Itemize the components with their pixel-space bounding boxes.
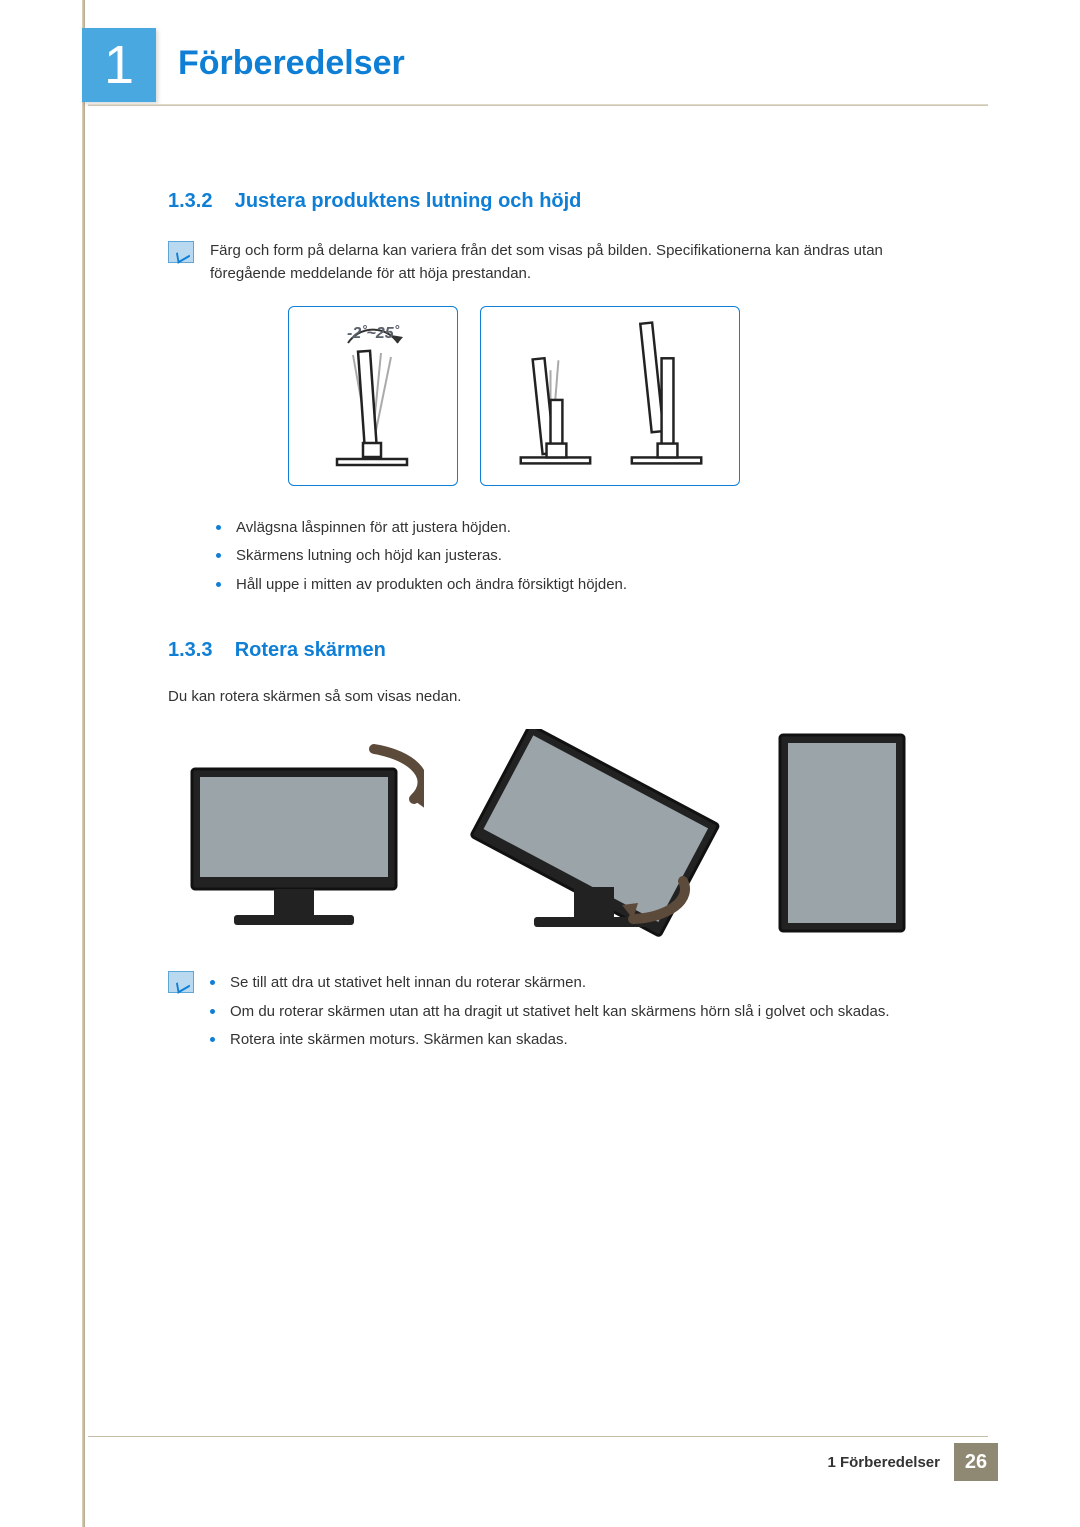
chapter-title: Förberedelser — [178, 44, 405, 83]
list-item: Skärmens lutning och höjd kan justeras. — [216, 542, 958, 571]
list-item: Avlägsna låspinnen för att justera höjde… — [216, 514, 958, 543]
note-132: Färg och form på delarna kan variera frå… — [168, 239, 958, 286]
rotate-step-3 — [762, 729, 922, 939]
note-text: Färg och form på delarna kan variera frå… — [210, 239, 958, 286]
tilt-illustration — [303, 325, 443, 475]
section-number: 1.3.2 — [168, 190, 212, 212]
section-133-list: Se till att dra ut stativet helt innan d… — [210, 969, 890, 1055]
rotate-diagram-row — [168, 729, 958, 939]
section-132-list: Avlägsna låspinnen för att justera höjde… — [216, 514, 958, 600]
note-icon — [168, 241, 194, 263]
page-content: 1.3.2 Justera produktens lutning och höj… — [168, 190, 958, 1095]
footer-chapter-label: 1 Förberedelser — [827, 1454, 954, 1471]
note-133: Se till att dra ut stativet helt innan d… — [168, 969, 958, 1095]
left-margin-rule — [82, 0, 85, 1527]
height-diagram — [480, 306, 740, 486]
chapter-underline — [88, 104, 988, 106]
section-title: Justera produktens lutning och höjd — [235, 190, 582, 212]
tilt-height-diagram-row: -2˚~25˚ — [288, 306, 958, 486]
height-illustration — [491, 310, 729, 475]
section-133-intro: Du kan rotera skärmen så som visas nedan… — [168, 688, 958, 705]
section-number: 1.3.3 — [168, 639, 212, 661]
section-heading-133: 1.3.3 Rotera skärmen — [168, 639, 958, 662]
rotate-step-1 — [174, 729, 424, 939]
list-item: Håll uppe i mitten av produkten och ändr… — [216, 571, 958, 600]
footer-rule — [88, 1436, 988, 1438]
section-heading-132: 1.3.2 Justera produktens lutning och höj… — [168, 190, 958, 213]
footer-page-number: 26 — [954, 1443, 998, 1481]
rotate-step-2 — [458, 729, 728, 939]
note-icon — [168, 971, 194, 993]
list-item: Se till att dra ut stativet helt innan d… — [210, 969, 890, 998]
section-title: Rotera skärmen — [235, 639, 386, 661]
list-item: Rotera inte skärmen moturs. Skärmen kan … — [210, 1026, 890, 1055]
list-item: Om du roterar skärmen utan att ha dragit… — [210, 998, 890, 1027]
chapter-number-badge: 1 — [82, 28, 156, 102]
chapter-number: 1 — [104, 38, 134, 92]
page-footer: 1 Förberedelser 26 — [827, 1443, 998, 1481]
tilt-diagram: -2˚~25˚ — [288, 306, 458, 486]
tilt-angle-label: -2˚~25˚ — [347, 325, 399, 343]
